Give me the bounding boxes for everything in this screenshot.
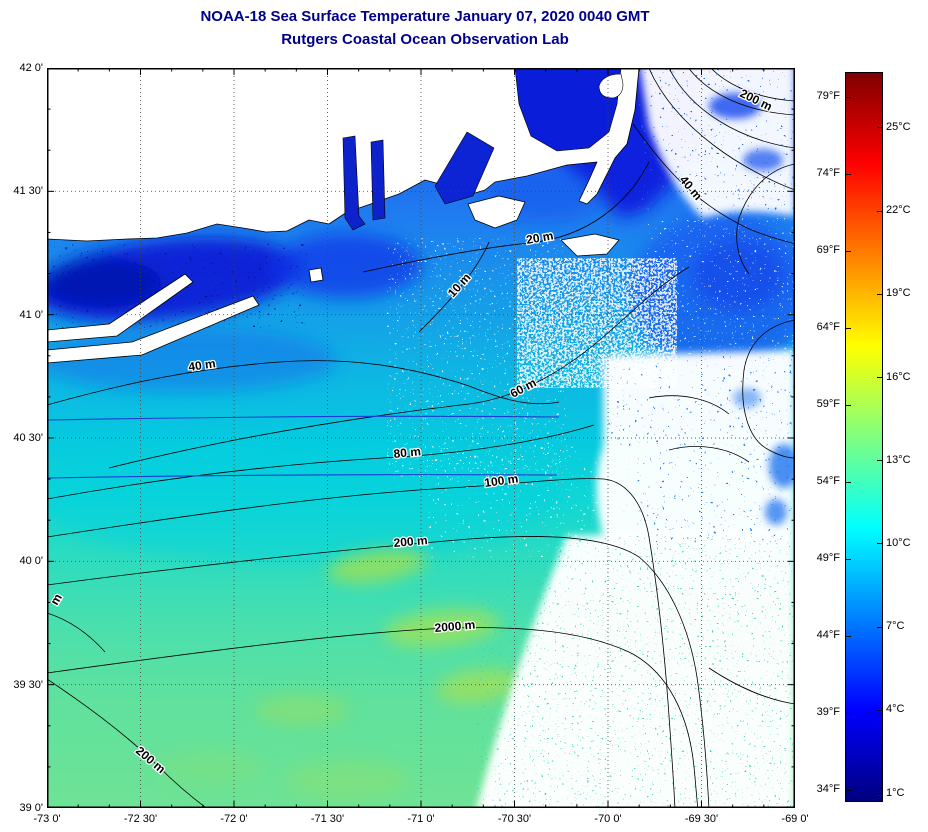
colorbar-f-label: 39°F: [816, 706, 840, 719]
land-nantucket: [560, 233, 620, 257]
x-tick-label: -71 30': [310, 813, 345, 825]
front-lines: [47, 415, 560, 479]
grid-lines: [47, 68, 795, 808]
colorbar-tick: [846, 712, 851, 714]
x-tick-label: -72 0': [220, 813, 248, 825]
colorbar-tick: [846, 327, 851, 329]
x-tick-label: -72 30': [123, 813, 158, 825]
y-tick-label: 42 0': [19, 62, 43, 74]
colorbar-tick: [877, 210, 882, 212]
colorbar-tick: [877, 293, 882, 295]
colorbar-tick: [877, 127, 882, 129]
narragansett-bay-east: [370, 139, 386, 221]
colorbar-f-label: 34°F: [816, 783, 840, 796]
colorbar-c-label: 22°C: [886, 204, 911, 217]
provincetown-hook: [598, 73, 624, 99]
chart-subtitle: Rutgers Coastal Ocean Observation Lab: [281, 31, 569, 48]
plot-border: [47, 68, 795, 808]
colorbar-c-label: 13°C: [886, 453, 911, 466]
colorbar-f-label: 44°F: [816, 629, 840, 642]
contour-label: 100 m: [483, 471, 519, 490]
colorbar-f-label: 69°F: [816, 244, 840, 257]
x-tick-label: -70 0': [594, 813, 622, 825]
land-block-island: [308, 267, 324, 283]
bays: [342, 68, 624, 231]
x-tick-label: -69 30': [684, 813, 719, 825]
colorbar-f-label: 64°F: [816, 321, 840, 334]
x-tick-label: -69 0': [781, 813, 809, 825]
land: [47, 68, 640, 364]
colorbar-c-label: 1°C: [886, 786, 905, 799]
colorbar-f-label: 49°F: [816, 552, 840, 565]
x-tick-label: -73 0': [33, 813, 61, 825]
colorbar-f-label: 79°F: [816, 90, 840, 103]
colorbar-tick: [877, 460, 882, 462]
y-tick-label: 40 0': [19, 555, 43, 568]
colorbar-tick: [846, 635, 851, 637]
buzzards-bay: [434, 131, 495, 205]
y-tick-label: 41 0': [19, 308, 43, 321]
colorbar-c-label: 25°C: [886, 120, 911, 133]
colorbar-tick: [877, 626, 882, 628]
y-tick-label: 40 30': [13, 432, 43, 444]
colorbar-c-label: 10°C: [886, 536, 911, 549]
contour-label: 40 m: [187, 356, 216, 374]
colorbar-tick: [846, 173, 851, 175]
colorbar-f-label: 74°F: [816, 167, 840, 180]
colorbar-tick: [846, 558, 851, 560]
colorbar-c-label: 7°C: [886, 620, 905, 633]
contour-label: 80 m: [393, 444, 422, 461]
colorbar-c-label: 19°C: [886, 287, 911, 300]
colorbar-tick: [846, 250, 851, 252]
colorbar-tick: [846, 481, 851, 483]
colorbar-tick: [877, 709, 882, 711]
contour-label: 2000 m: [434, 617, 476, 634]
contour-label: 200 m: [393, 533, 428, 550]
y-tick-label: 41 30': [13, 185, 43, 198]
colorbar-tick: [877, 377, 882, 379]
colorbar-c-label: 16°C: [886, 370, 911, 383]
colorbar-tick: [877, 793, 882, 795]
colorbar-tick: [846, 96, 851, 98]
contour-label: 20 m: [525, 228, 554, 247]
land-long-island-north-fork: [47, 273, 194, 343]
chart-title: NOAA-18 Sea Surface Temperature January …: [200, 8, 650, 25]
y-tick-label: 39 30': [13, 678, 43, 691]
colorbar-tick: [846, 404, 851, 406]
land-long-island-south-fork: [47, 295, 260, 364]
narragansett-bay-west: [342, 135, 366, 231]
colorbar-f-label: 59°F: [816, 398, 840, 411]
x-tick-label: -71 0': [407, 813, 435, 825]
x-tick-label: -70 30': [497, 813, 532, 825]
colorbar: [845, 72, 883, 802]
y-tick-label: 39 0': [19, 802, 43, 814]
colorbar-c-label: 4°C: [886, 703, 905, 716]
colorbar-tick: [877, 543, 882, 545]
land-marthas-vineyard: [467, 195, 526, 229]
colorbar-tick: [846, 789, 851, 791]
colorbar-f-label: 54°F: [816, 475, 840, 488]
bathymetry-contours: [47, 68, 795, 808]
